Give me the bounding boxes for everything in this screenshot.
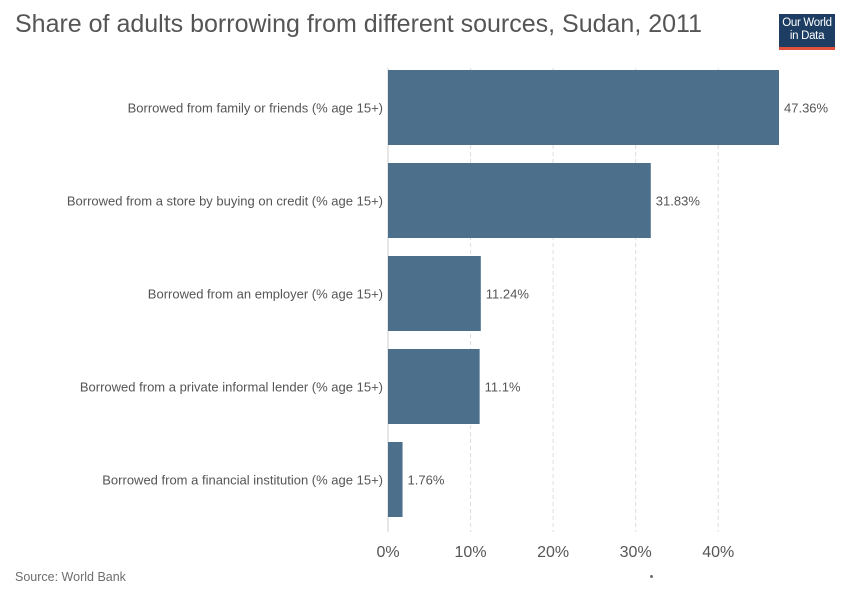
chart-title: Share of adults borrowing from different…	[15, 10, 702, 38]
owid-logo[interactable]: Our World in Data	[779, 14, 835, 50]
x-tick-label: 20%	[537, 544, 569, 561]
bar[interactable]	[388, 349, 480, 424]
category-label: Borrowed from an employer (% age 15+)	[148, 287, 383, 302]
x-tick-label: 40%	[702, 544, 734, 561]
bar[interactable]	[388, 442, 403, 517]
logo-line-2: in Data	[789, 30, 825, 42]
bars	[388, 70, 779, 517]
bar[interactable]	[388, 256, 481, 331]
category-label: Borrowed from a private informal lender …	[80, 380, 383, 395]
value-label: 47.36%	[784, 101, 829, 116]
value-label: 1.76%	[408, 473, 445, 488]
source-note[interactable]: Source: World Bank	[15, 570, 126, 584]
x-tick-label: 30%	[620, 544, 652, 561]
category-label: Borrowed from family or friends (% age 1…	[128, 101, 383, 116]
category-label: Borrowed from a store by buying on credi…	[67, 194, 383, 209]
x-tick-label: 10%	[455, 544, 487, 561]
labels: 0% 10% 20% 30% 40% Borrowed from family or fr…	[67, 101, 829, 562]
category-label: Borrowed from a financial institution (%…	[102, 473, 383, 488]
slider-dot	[650, 575, 653, 578]
logo-line-1: Our World	[782, 17, 832, 29]
value-label: 11.24%	[486, 287, 530, 302]
bar[interactable]	[388, 163, 651, 238]
value-label: 11.1%	[485, 380, 521, 395]
x-tick-label: 0%	[376, 544, 399, 561]
value-label: 31.83%	[656, 194, 701, 209]
bar[interactable]	[388, 70, 779, 145]
